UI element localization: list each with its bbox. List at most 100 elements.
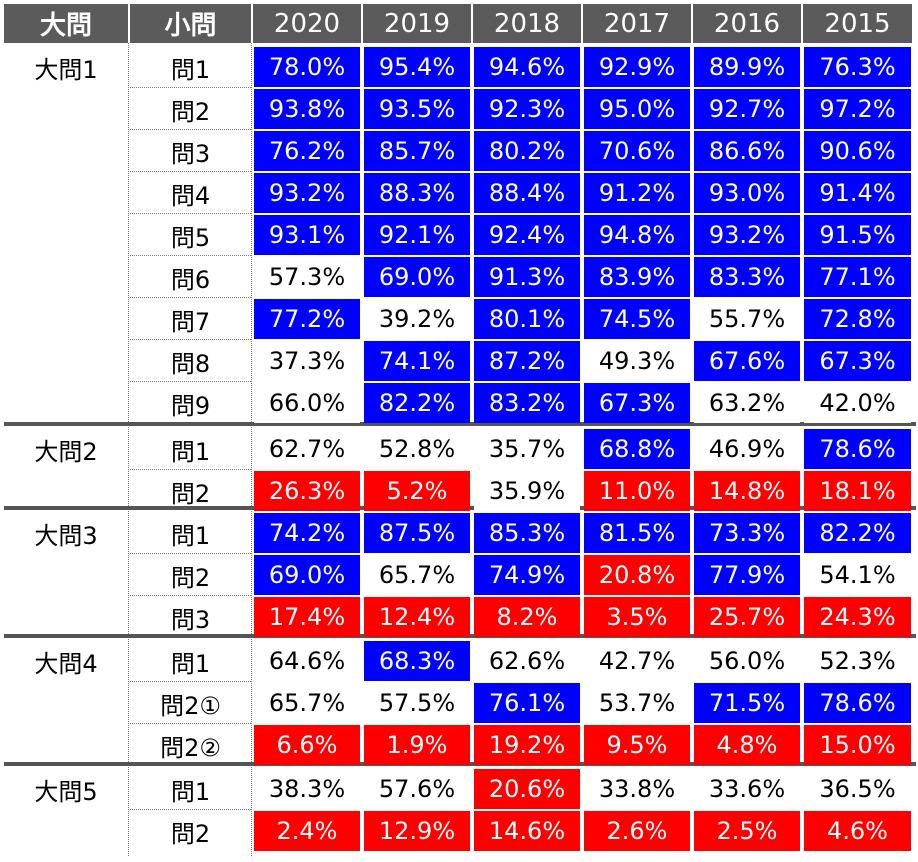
value-cell-2020: 2.4% [254,811,360,851]
row-divider [130,469,251,470]
sho-label: 問9 [170,391,211,420]
row-divider [130,339,251,340]
value-cell-2016: 83.3% [694,257,800,297]
value-cell-2018: 83.2% [474,383,580,423]
value-cell-2017: 11.0% [584,471,690,511]
value-cell-2019: 39.2% [364,299,470,339]
value-cell-2018: 92.4% [474,215,580,255]
value-cell-2020: 93.8% [254,89,360,129]
value-cell-2015: 36.5% [804,769,911,809]
sho-label: 問8 [170,349,211,378]
value-cell-2016: 93.2% [694,215,800,255]
value-cell-2015: 76.3% [804,47,911,87]
value-cell-2019: 5.2% [364,471,470,511]
value-cell-2020: 6.6% [254,725,360,765]
value-cell-2020: 17.4% [254,597,360,637]
value-cell-2020: 74.2% [254,513,360,553]
value-cell-2015: 18.1% [804,471,911,511]
value-cell-2016: 56.0% [694,641,800,681]
value-cell-2019: 82.2% [364,383,470,423]
sho-label: 問6 [170,265,211,294]
value-cell-2019: 52.8% [364,429,470,469]
value-cell-2015: 42.0% [804,383,911,423]
value-cell-2017: 49.3% [584,341,690,381]
group-separator [4,422,916,426]
value-cell-2018: 85.3% [474,513,580,553]
row-divider [130,723,251,724]
value-cell-2020: 38.3% [254,769,360,809]
value-cell-2016: 4.8% [694,725,800,765]
value-cell-2017: 83.9% [584,257,690,297]
value-cell-2019: 93.5% [364,89,470,129]
value-cell-2019: 87.5% [364,513,470,553]
value-cell-2020: 65.7% [254,683,360,723]
value-cell-2019: 57.6% [364,769,470,809]
value-cell-2016: 55.7% [694,299,800,339]
value-cell-2019: 95.4% [364,47,470,87]
value-cell-2019: 74.1% [364,341,470,381]
value-cell-2017: 94.8% [584,215,690,255]
sho-label: 問1 [170,777,211,806]
value-cell-2015: 97.2% [804,89,911,129]
value-cell-2015: 91.4% [804,173,911,213]
value-cell-2020: 69.0% [254,555,360,595]
value-cell-2016: 73.3% [694,513,800,553]
value-cell-2019: 1.9% [364,725,470,765]
sho-label: 問7 [170,307,211,336]
value-cell-2020: 93.2% [254,173,360,213]
value-cell-2015: 82.2% [804,513,911,553]
row-divider [130,681,251,682]
sho-label: 問1 [170,55,211,84]
value-cell-2018: 62.6% [474,641,580,681]
value-cell-2017: 91.2% [584,173,690,213]
dai-label: 大問1 [34,55,98,84]
value-cell-2015: 54.1% [804,555,911,595]
sho-label: 問2① [160,691,221,720]
value-cell-2015: 15.0% [804,725,911,765]
value-cell-2017: 74.5% [584,299,690,339]
sho-label: 問1 [170,521,211,550]
row-divider [130,553,251,554]
value-cell-2017: 95.0% [584,89,690,129]
value-cell-2015: 67.3% [804,341,911,381]
value-cell-2018: 14.6% [474,811,580,851]
sho-label: 問3 [170,139,211,168]
row-divider [130,297,251,298]
dai-label: 大問5 [34,777,98,806]
value-cell-2016: 25.7% [694,597,800,637]
value-cell-2020: 93.1% [254,215,360,255]
value-cell-2016: 33.6% [694,769,800,809]
header-year-2016: 2016 [693,4,801,43]
value-cell-2019: 92.1% [364,215,470,255]
value-cell-2020: 26.3% [254,471,360,511]
value-cell-2017: 92.9% [584,47,690,87]
value-cell-2016: 77.9% [694,555,800,595]
value-cell-2017: 20.8% [584,555,690,595]
value-cell-2019: 12.9% [364,811,470,851]
value-cell-2018: 92.3% [474,89,580,129]
value-cell-2019: 69.0% [364,257,470,297]
value-cell-2020: 76.2% [254,131,360,171]
column-divider [128,43,129,856]
value-cell-2015: 78.6% [804,683,911,723]
header-sho: 小問 [130,4,251,43]
value-cell-2019: 12.4% [364,597,470,637]
header-year-2020: 2020 [253,4,361,43]
value-cell-2017: 81.5% [584,513,690,553]
value-cell-2017: 3.5% [584,597,690,637]
row-divider [130,213,251,214]
value-cell-2017: 70.6% [584,131,690,171]
value-cell-2016: 14.8% [694,471,800,511]
value-cell-2019: 68.3% [364,641,470,681]
sho-label: 問2 [170,563,211,592]
value-cell-2015: 90.6% [804,131,911,171]
value-cell-2016: 89.9% [694,47,800,87]
value-cell-2018: 20.6% [474,769,580,809]
value-cell-2015: 4.6% [804,811,911,851]
value-cell-2015: 72.8% [804,299,911,339]
sho-label: 問4 [170,181,211,210]
value-cell-2019: 88.3% [364,173,470,213]
value-cell-2020: 66.0% [254,383,360,423]
dai-label: 大問2 [34,437,98,466]
